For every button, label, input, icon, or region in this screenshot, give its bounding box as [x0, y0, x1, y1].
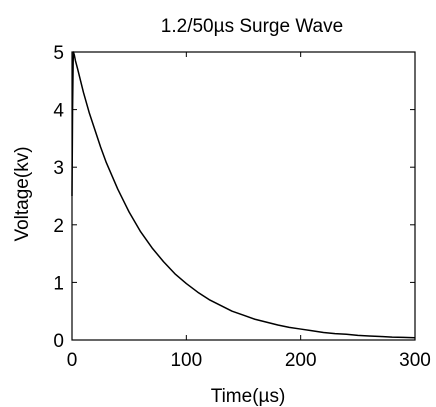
- plot-area: 0 100 200 300 0 1 2 3 4 5: [53, 43, 430, 371]
- x-tick-label-3: 300: [399, 350, 431, 371]
- y-axis-label: Voltage(kv): [12, 146, 33, 241]
- y-tick-label-0: 0: [53, 331, 64, 352]
- series-line-0: [71, 51, 416, 339]
- x-tick-label-0: 0: [67, 350, 78, 371]
- y-tick-label-1: 1: [53, 273, 64, 294]
- y-tick-label-2: 2: [53, 216, 64, 237]
- plot-frame: [71, 51, 416, 341]
- y-tick-label-3: 3: [53, 158, 64, 179]
- x-tick-label-2: 200: [285, 350, 317, 371]
- y-tick-label-5: 5: [53, 43, 64, 64]
- x-tick-label-1: 100: [170, 350, 202, 371]
- x-axis-label: Time(µs): [211, 386, 286, 407]
- y-tick-label-4: 4: [53, 101, 64, 122]
- chart-title: 1.2/50µs Surge Wave: [161, 16, 343, 37]
